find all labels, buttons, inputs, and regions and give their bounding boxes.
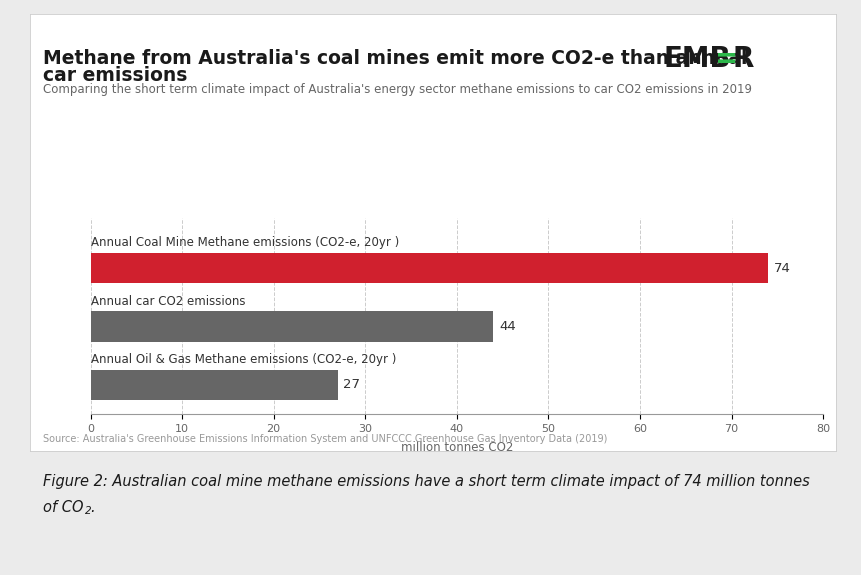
Text: 74: 74: [773, 262, 790, 275]
Text: Methane from Australia's coal mines emit more CO2-e than annual: Methane from Australia's coal mines emit…: [43, 49, 746, 68]
Text: of CO: of CO: [43, 500, 84, 515]
Text: Annual Coal Mine Methane emissions (CO2-e, 20yr ): Annual Coal Mine Methane emissions (CO2-…: [90, 236, 399, 250]
Text: =: =: [715, 45, 738, 72]
Text: car emissions: car emissions: [43, 66, 187, 85]
Text: 2: 2: [85, 506, 92, 516]
Text: R: R: [732, 45, 753, 72]
Text: Source: Australia's Greenhouse Emissions Information System and UNFCCC Greenhous: Source: Australia's Greenhouse Emissions…: [43, 435, 607, 444]
Text: Comparing the short term climate impact of Australia's energy sector methane emi: Comparing the short term climate impact …: [43, 83, 752, 97]
Text: EMB: EMB: [663, 45, 730, 72]
Text: 27: 27: [343, 378, 360, 392]
Text: Figure 2: Australian coal mine methane emissions have a short term climate impac: Figure 2: Australian coal mine methane e…: [43, 474, 809, 489]
Bar: [90, 253, 767, 283]
Bar: [90, 370, 338, 400]
Text: Annual car CO2 emissions: Annual car CO2 emissions: [90, 295, 245, 308]
Bar: [90, 311, 492, 342]
Text: 44: 44: [499, 320, 515, 333]
Text: Annual Oil & Gas Methane emissions (CO2-e, 20yr ): Annual Oil & Gas Methane emissions (CO2-…: [90, 353, 395, 366]
Text: .: .: [90, 500, 95, 515]
X-axis label: million tonnes CO2: million tonnes CO2: [400, 440, 512, 454]
